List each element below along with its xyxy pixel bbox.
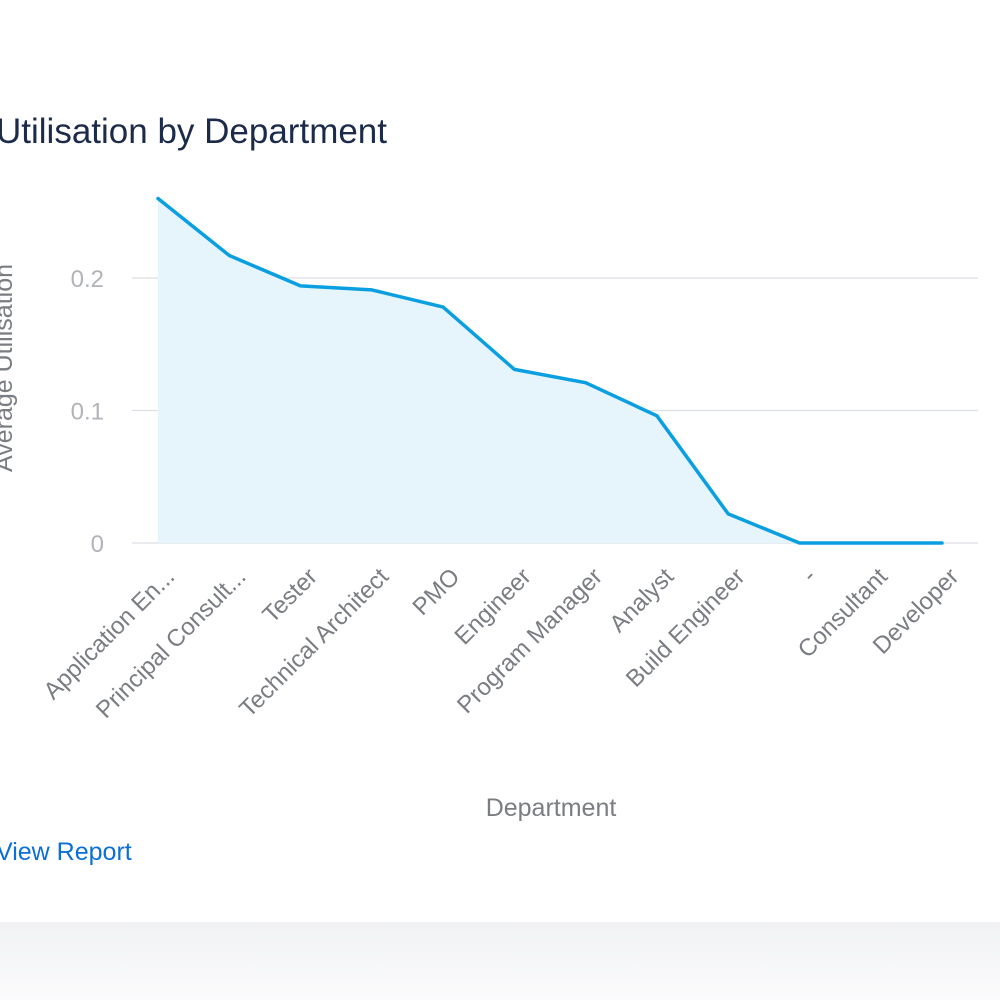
y-tick-label: 0.2 bbox=[71, 266, 104, 293]
y-axis-label: Average Utilisation bbox=[0, 264, 18, 472]
data-point bbox=[655, 414, 659, 418]
data-point bbox=[797, 541, 801, 545]
data-point bbox=[726, 512, 730, 516]
chart-card: Utilisation by Department 0 0.1 0.2 Applic… bbox=[0, 112, 978, 866]
data-point bbox=[299, 284, 303, 288]
y-tick-labels: 0 0.1 0.2 bbox=[71, 266, 104, 558]
x-tick-label: Tester bbox=[257, 563, 322, 628]
data-point bbox=[441, 305, 445, 309]
x-tick-label: - bbox=[797, 563, 822, 588]
x-tick-label: PMO bbox=[408, 563, 466, 621]
data-point bbox=[940, 541, 944, 545]
data-point bbox=[156, 197, 160, 200]
area-fill bbox=[158, 198, 942, 543]
x-axis-label: Department bbox=[486, 794, 617, 822]
data-point bbox=[869, 541, 873, 545]
data-point bbox=[370, 288, 374, 292]
data-point bbox=[512, 367, 516, 371]
view-report-link[interactable]: View Report bbox=[0, 838, 132, 866]
chart-title: Utilisation by Department bbox=[0, 112, 387, 151]
x-tick-label: Application En... bbox=[39, 563, 181, 705]
data-point bbox=[584, 381, 588, 385]
y-tick-label: 0 bbox=[91, 531, 104, 558]
card-shadow-area bbox=[0, 922, 1000, 1000]
series-line bbox=[156, 196, 944, 545]
y-tick-label: 0.1 bbox=[71, 399, 104, 426]
area-chart: 0 0.1 0.2 Application En...Principal Consu… bbox=[0, 196, 978, 822]
area-fill-group bbox=[156, 196, 944, 545]
data-point bbox=[227, 253, 231, 257]
x-tick-labels: Application En...Principal Consult... Tes… bbox=[39, 563, 965, 724]
